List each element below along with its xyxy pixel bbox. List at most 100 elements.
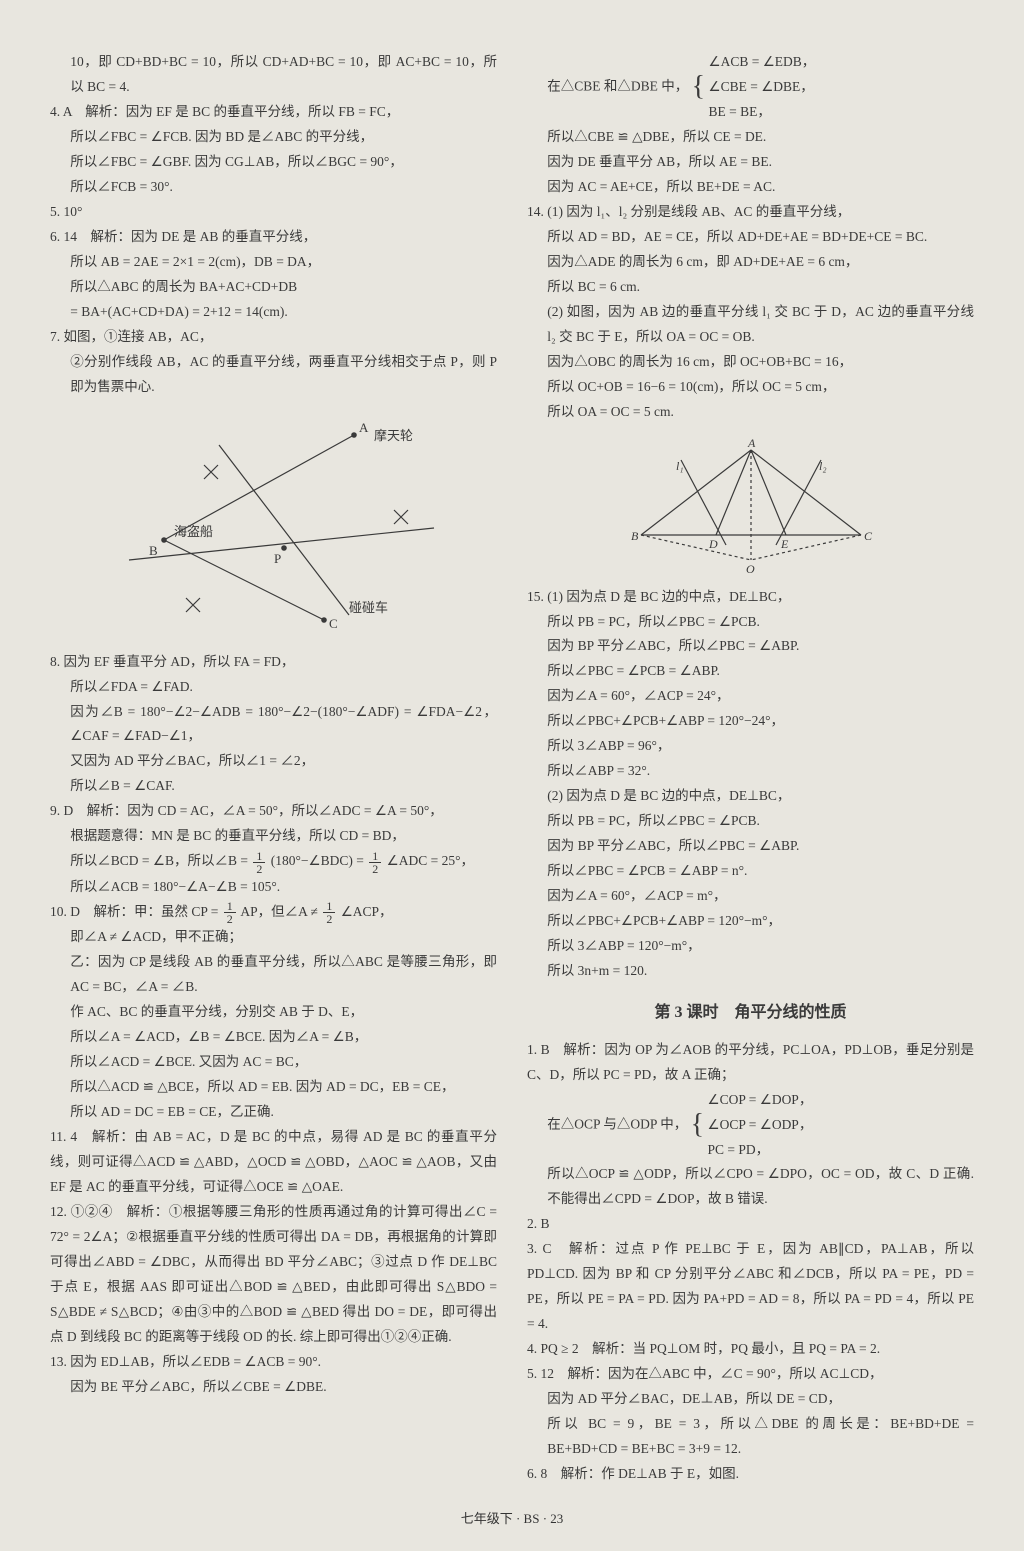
text: 所以∠FBC = ∠FCB. 因为 BD 是∠ABC 的平分线，	[50, 125, 497, 150]
text: 在△OCP 与△ODP 中，	[547, 1116, 687, 1131]
text: 因为 AC = AE+CE，所以 BE+DE = AC.	[527, 175, 974, 200]
text: 所以∠PBC = ∠PCB = ∠ABP.	[527, 659, 974, 684]
text: 所以∠PBC+∠PCB+∠ABP = 120°−24°，	[527, 709, 974, 734]
text: (180°−∠BDC) =	[271, 853, 367, 868]
label: O	[746, 562, 755, 575]
text: 10. D 解析：甲：虽然 CP =	[50, 904, 222, 919]
columns: 10，即 CD+BD+BC = 10，所以 CD+AD+BC = 10，即 AC…	[50, 50, 974, 1487]
figure-14: A B C D E O l₁ l₂	[621, 435, 881, 575]
text: 14. (1) 因为 l₁、l₂ 分别是线段 AB、AC 的垂直平分线，	[527, 200, 974, 225]
text: 10. D 解析：甲：虽然 CP = 12 AP，但∠A ≠ 12 ∠ACP，	[50, 900, 497, 925]
text: 所以△OCP ≌ △ODP，所以∠CPO = ∠DPO，OC = OD，故 C、…	[527, 1162, 974, 1212]
text: AP，但∠A ≠	[240, 904, 321, 919]
text: 7. 如图，①连接 AB，AC，	[50, 325, 497, 350]
text: = BA+(AC+CD+DA) = 2+12 = 14(cm).	[50, 300, 497, 325]
section-title: 第 3 课时 角平分线的性质	[527, 998, 974, 1028]
text: ∠ACP，	[341, 904, 393, 919]
text: 10，即 CD+BD+BC = 10，所以 CD+AD+BC = 10，即 AC…	[50, 50, 497, 100]
text: 因为∠B = 180°−∠2−∠ADB = 180°−∠2−(180°−∠ADF…	[50, 700, 497, 750]
text: BE = BE，	[708, 100, 815, 125]
text: 作 AC、BC 的垂直平分线，分别交 AB 于 D、E，	[50, 1000, 497, 1025]
text: 所以 PB = PC，所以∠PBC = ∠PCB.	[527, 809, 974, 834]
text: 3. C 解析：过点 P 作 PE⊥BC 于 E，因为 AB∥CD，PA⊥AB，…	[527, 1237, 974, 1337]
label: 摩天轮	[374, 428, 413, 443]
text: 所以∠ABP = 32°.	[527, 759, 974, 784]
left-column: 10，即 CD+BD+BC = 10，所以 CD+AD+BC = 10，即 AC…	[50, 50, 497, 1487]
text: 所以∠A = ∠ACD，∠B = ∠BCE. 因为∠A = ∠B，	[50, 1025, 497, 1050]
text: (2) 因为点 D 是 BC 边的中点，DE⊥BC，	[527, 784, 974, 809]
text: 11. 4 解析：由 AB = AC，D 是 BC 的中点，易得 AD 是 BC…	[50, 1125, 497, 1200]
label: 海盗船	[174, 524, 213, 539]
text: 所以 3n+m = 120.	[527, 959, 974, 984]
text: 因为△ADE 的周长为 6 cm，即 AD+DE+AE = 6 cm，	[527, 250, 974, 275]
text: 6. 14 解析：因为 DE 是 AB 的垂直平分线，	[50, 225, 497, 250]
text: 因为∠A = 60°，∠ACP = m°，	[527, 884, 974, 909]
fraction: 12	[369, 850, 381, 875]
text: 所以∠ACB = 180°−∠A−∠B = 105°.	[50, 875, 497, 900]
text: 1. B 解析：因为 OP 为∠AOB 的平分线，PC⊥OA，PD⊥OB，垂足分…	[527, 1038, 974, 1088]
page: 10，即 CD+BD+BC = 10，所以 CD+AD+BC = 10，即 AC…	[0, 0, 1024, 1551]
text: 所以△ABC 的周长为 BA+AC+CD+DB	[50, 275, 497, 300]
text: 所以∠BCD = ∠B，所以∠B =	[70, 853, 251, 868]
label: C	[864, 529, 873, 543]
fraction: 12	[323, 900, 335, 925]
label: E	[780, 537, 789, 551]
text: 所以 OA = OC = 5 cm.	[527, 400, 974, 425]
text: 在△CBE 和△DBE 中， { ∠ACB = ∠EDB， ∠CBE = ∠DB…	[527, 50, 974, 125]
fraction: 12	[253, 850, 265, 875]
text: 即∠A ≠ ∠ACD，甲不正确；	[50, 925, 497, 950]
text: ∠ADC = 25°，	[387, 853, 474, 868]
text: 12. ①②④ 解析：①根据等腰三角形的性质再通过角的计算可得出∠C = 72°…	[50, 1200, 497, 1350]
page-footer: 七年级下 · BS · 23	[50, 1507, 974, 1531]
text: 所以 3∠ABP = 96°，	[527, 734, 974, 759]
text: 因为 BP 平分∠ABC，所以∠PBC = ∠ABP.	[527, 634, 974, 659]
text: 所以∠BCD = ∠B，所以∠B = 12 (180°−∠BDC) = 12 ∠…	[50, 849, 497, 874]
text: 9. D 解析：因为 CD = AC，∠A = 50°，所以∠ADC = ∠A …	[50, 799, 497, 824]
fraction: 12	[224, 900, 236, 925]
label: P	[274, 551, 281, 566]
text: ②分别作线段 AB，AC 的垂直平分线，两垂直平分线相交于点 P，则 P 即为售…	[50, 350, 497, 400]
label: C	[329, 616, 338, 631]
text: 2. B	[527, 1212, 974, 1237]
text: 所以 AD = DC = EB = CE，乙正确.	[50, 1100, 497, 1125]
text: 因为∠A = 60°，∠ACP = 24°，	[527, 684, 974, 709]
text: 4. A 解析：因为 EF 是 BC 的垂直平分线，所以 FB = FC，	[50, 100, 497, 125]
label: 碰碰车	[349, 600, 388, 615]
text: 6. 8 解析：作 DE⊥AB 于 E，如图.	[527, 1462, 974, 1487]
text: 在△OCP 与△ODP 中， { ∠COP = ∠DOP， ∠OCP = ∠OD…	[527, 1088, 974, 1163]
text: 所以∠FDA = ∠FAD.	[50, 675, 497, 700]
figure-7: A 摩天轮 B 海盗船 C 碰碰车 P	[94, 410, 454, 640]
text: 所以△ACD ≌ △BCE，所以 AD = EB. 因为 AD = DC，EB …	[50, 1075, 497, 1100]
label: l₁	[676, 459, 684, 473]
label: A	[359, 420, 369, 435]
text: (2) 如图，因为 AB 边的垂直平分线 l₁ 交 BC 于 D，AC 边的垂直…	[527, 300, 974, 350]
label: D	[708, 537, 718, 551]
label: A	[747, 436, 756, 450]
text: 所以 BC = 9，BE = 3，所以△DBE 的周长是：BE+BD+DE = …	[527, 1412, 974, 1462]
text: 乙：因为 CP 是线段 AB 的垂直平分线，所以△ABC 是等腰三角形，即 AC…	[50, 950, 497, 1000]
text: 5. 10°	[50, 200, 497, 225]
text: ∠ACB = ∠EDB，	[708, 50, 815, 75]
text: ∠CBE = ∠DBE，	[708, 75, 815, 100]
text: 所以∠ACD = ∠BCE. 又因为 AC = BC，	[50, 1050, 497, 1075]
text: 所以∠B = ∠CAF.	[50, 774, 497, 799]
right-column: 在△CBE 和△DBE 中， { ∠ACB = ∠EDB， ∠CBE = ∠DB…	[527, 50, 974, 1487]
text: 所以△CBE ≌ △DBE，所以 CE = DE.	[527, 125, 974, 150]
text: 因为△OBC 的周长为 16 cm，即 OC+OB+BC = 16，	[527, 350, 974, 375]
text: 15. (1) 因为点 D 是 BC 边的中点，DE⊥BC，	[527, 585, 974, 610]
text: 所以∠FBC = ∠GBF. 因为 CG⊥AB，所以∠BGC = 90°，	[50, 150, 497, 175]
text: 5. 12 解析：因为在△ABC 中，∠C = 90°，所以 AC⊥CD，	[527, 1362, 974, 1387]
text: 所以∠PBC = ∠PCB = ∠ABP = n°.	[527, 859, 974, 884]
text: 所以 AD = BD，AE = CE，所以 AD+DE+AE = BD+DE+C…	[527, 225, 974, 250]
text: 所以 AB = 2AE = 2×1 = 2(cm)，DB = DA，	[50, 250, 497, 275]
label: B	[149, 543, 158, 558]
text: 所以 OC+OB = 16−6 = 10(cm)，所以 OC = 5 cm，	[527, 375, 974, 400]
text: 又因为 AD 平分∠BAC，所以∠1 = ∠2，	[50, 749, 497, 774]
text: 因为 AD 平分∠BAC，DE⊥AB，所以 DE = CD，	[527, 1387, 974, 1412]
text: PC = PD，	[707, 1138, 812, 1163]
label: B	[631, 529, 639, 543]
text: ∠OCP = ∠ODP，	[707, 1113, 812, 1138]
text: 所以 3∠ABP = 120°−m°，	[527, 934, 974, 959]
text: 所以 PB = PC，所以∠PBC = ∠PCB.	[527, 610, 974, 635]
text: 4. PQ ≥ 2 解析：当 PQ⊥OM 时，PQ 最小，且 PQ = PA =…	[527, 1337, 974, 1362]
